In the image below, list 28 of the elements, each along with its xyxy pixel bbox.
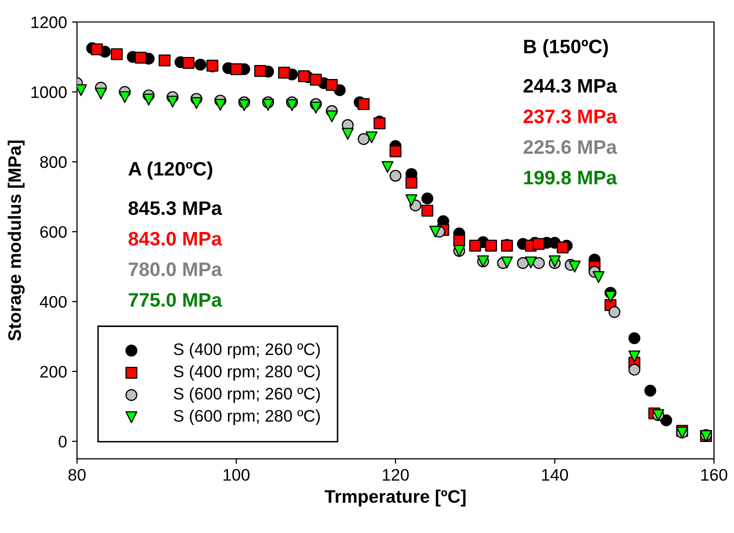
x-tick-label: 140 — [542, 468, 568, 481]
annotation: 843.0 MPa — [128, 232, 222, 246]
legend-label: S (400 rpm; 260 ºC) — [174, 342, 320, 358]
annotation: A (120ºC) — [128, 161, 212, 180]
annotation: 199.8 MPa — [524, 170, 618, 184]
annotation: 225.6 MPa — [524, 140, 618, 154]
y-tick-label: 200 — [40, 366, 67, 378]
legend-label: S (400 rpm; 280 ºC) — [174, 365, 320, 381]
x-tick-label: 80 — [68, 468, 86, 481]
annotation: 237.3 MPa — [524, 110, 618, 124]
y-tick-label: 400 — [40, 296, 67, 308]
annotation: 845.3 MPa — [128, 201, 222, 216]
x-tick-label: 120 — [382, 468, 409, 481]
x-axis-title: Trmperature [ºC] — [324, 490, 466, 506]
y-tick-label: 600 — [40, 226, 67, 238]
x-tick-label: 100 — [224, 468, 250, 481]
y-tick-label: 0 — [58, 436, 67, 448]
y-axis-title: Storage modulus [MPa] — [8, 140, 25, 341]
annotation: B (150ºC) — [524, 39, 608, 58]
legend-label: S (600 rpm; 260 ºC) — [174, 387, 320, 403]
y-tick-label: 1200 — [31, 16, 67, 28]
y-tick-label: 1000 — [31, 86, 67, 98]
annotation: 244.3 MPa — [524, 78, 618, 93]
legend-label: S (600 rpm; 280 ºC) — [174, 410, 320, 426]
x-tick-label: 160 — [701, 468, 728, 481]
y-tick-label: 800 — [40, 156, 67, 168]
annotation: 780.0 MPa — [128, 262, 222, 276]
annotation: 775.0 MPa — [128, 293, 222, 307]
